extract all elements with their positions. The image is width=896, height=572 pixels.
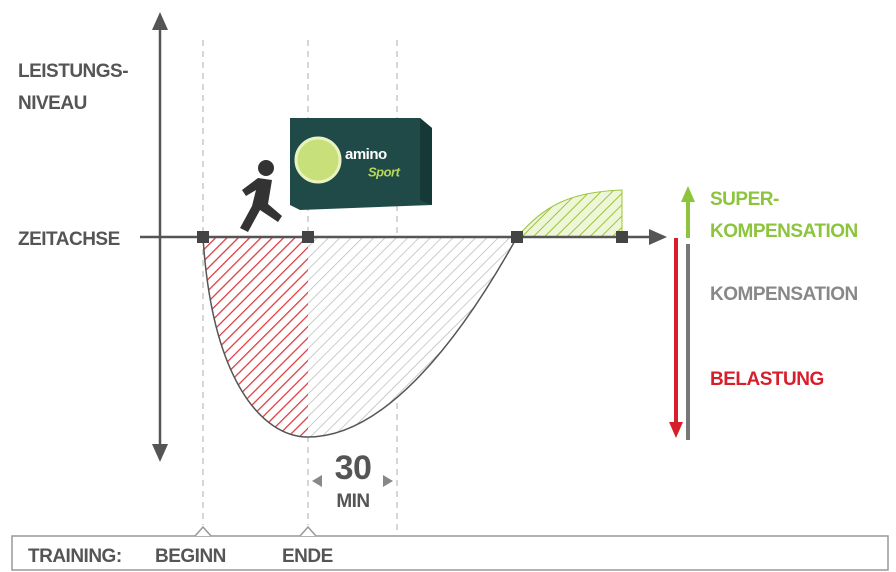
- arrow-up: [152, 12, 168, 30]
- product-brand: amino: [345, 146, 387, 163]
- notch: [299, 525, 317, 537]
- timeline-end: ENDE: [282, 546, 333, 567]
- timeline-box: [11, 535, 889, 571]
- super-label-1: SUPER-: [710, 189, 779, 210]
- dur-left: [312, 475, 322, 487]
- y-label-1: LEISTUNGS-: [18, 61, 128, 82]
- recovery-area: [308, 237, 518, 438]
- product-box: amino Sport: [290, 118, 432, 210]
- dur-right: [383, 475, 393, 487]
- load-area: [202, 237, 308, 438]
- load-arrow-head: [669, 422, 683, 438]
- timeline-label: TRAINING:: [28, 546, 122, 567]
- arrow-down: [152, 444, 168, 462]
- super-arrow-head: [681, 186, 695, 202]
- product-variant: Sport: [368, 164, 401, 179]
- runner-icon: [240, 160, 282, 232]
- duration-value: 30: [335, 449, 372, 487]
- supercompensation-area: [515, 189, 623, 238]
- arrow-right: [649, 229, 667, 245]
- duration-unit: MIN: [336, 491, 369, 512]
- comp-label: KOMPENSATION: [710, 284, 858, 305]
- notch: [194, 525, 212, 537]
- super-label-2: KOMPENSATION: [710, 221, 858, 242]
- y-label-2: NIVEAU: [18, 93, 87, 114]
- load-label: BELASTUNG: [710, 369, 824, 390]
- markers: [197, 231, 628, 243]
- x-label: ZEITACHSE: [18, 229, 120, 250]
- timeline-start: BEGINN: [155, 546, 226, 567]
